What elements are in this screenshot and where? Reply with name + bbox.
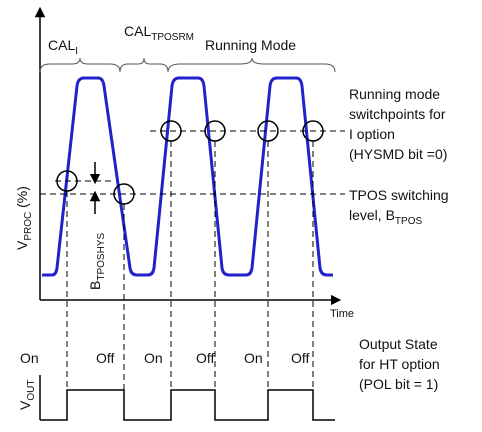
note-line: Running mode [349, 86, 440, 102]
brace [39, 57, 121, 73]
state-label: On [144, 350, 163, 366]
switchpoint-note: Running mode switchpoints for I option (… [349, 86, 447, 162]
note-line: (POL bit = 1) [359, 376, 438, 392]
output-waveform [40, 389, 335, 421]
transition-lines [66, 141, 314, 408]
state-label: Off [96, 350, 115, 366]
note-line: I option [349, 126, 395, 142]
hysteresis-label: BTPOSHYS [87, 233, 107, 290]
brace [167, 57, 336, 73]
phase-label: Running Mode [205, 37, 296, 53]
states: On Off On Off On Off [20, 350, 310, 366]
vout-label: VOUT [17, 380, 37, 410]
note-line: level, BTPOS [349, 207, 422, 227]
note-line: Output State [359, 336, 438, 352]
y-axis-label: VPROC (%) [14, 186, 34, 250]
x-axis-label: Time [330, 308, 354, 320]
state-label: Off [196, 350, 215, 366]
brace [119, 57, 169, 73]
state-label: Off [291, 350, 310, 366]
phase-label: CALTPOSRM [124, 23, 194, 43]
note-line: TPOS switching [349, 187, 449, 203]
note-line: (HYSMD bit =0) [349, 146, 447, 162]
state-label: On [244, 350, 263, 366]
process-waveform [42, 76, 333, 277]
phase-label: CALI [48, 37, 78, 57]
note-line: switchpoints for [349, 106, 446, 122]
note-line: for HT option [359, 356, 440, 372]
state-label: On [20, 350, 39, 366]
